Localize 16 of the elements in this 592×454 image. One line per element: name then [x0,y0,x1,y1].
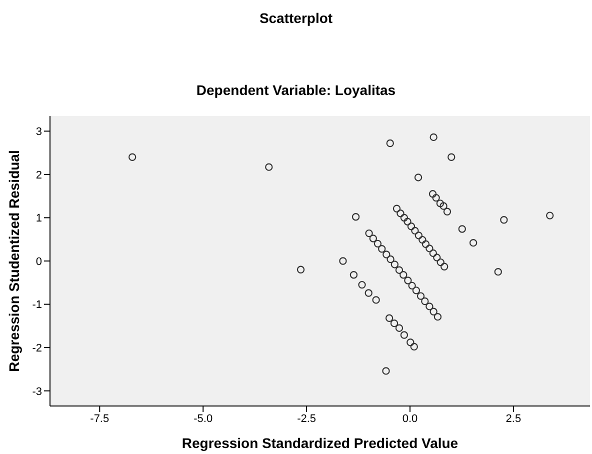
x-tick-label: -7.5 [90,412,110,425]
x-tick-label: 0.0 [402,412,418,425]
y-tick-label: 3 [36,126,42,138]
x-tick-label: 2.5 [506,412,522,425]
y-tick-label: 0 [36,256,42,268]
y-axis-title: Regression Studentized Residual [6,150,22,372]
chart-title: Scatterplot [258,10,334,26]
y-tick-label: -3 [32,386,42,398]
y-tick-label: -1 [32,299,42,312]
y-tick-label: -2 [32,342,42,354]
chart-subtitle: Dependent Variable: Loyalitas [195,82,397,98]
y-tick-label: 1 [36,212,42,225]
x-axis-title: Regression Standardized Predicted Value [182,435,458,451]
x-tick-label: -2.5 [297,412,316,425]
x-tick-label: -5.0 [194,412,213,425]
y-tick-label: 2 [36,169,42,182]
